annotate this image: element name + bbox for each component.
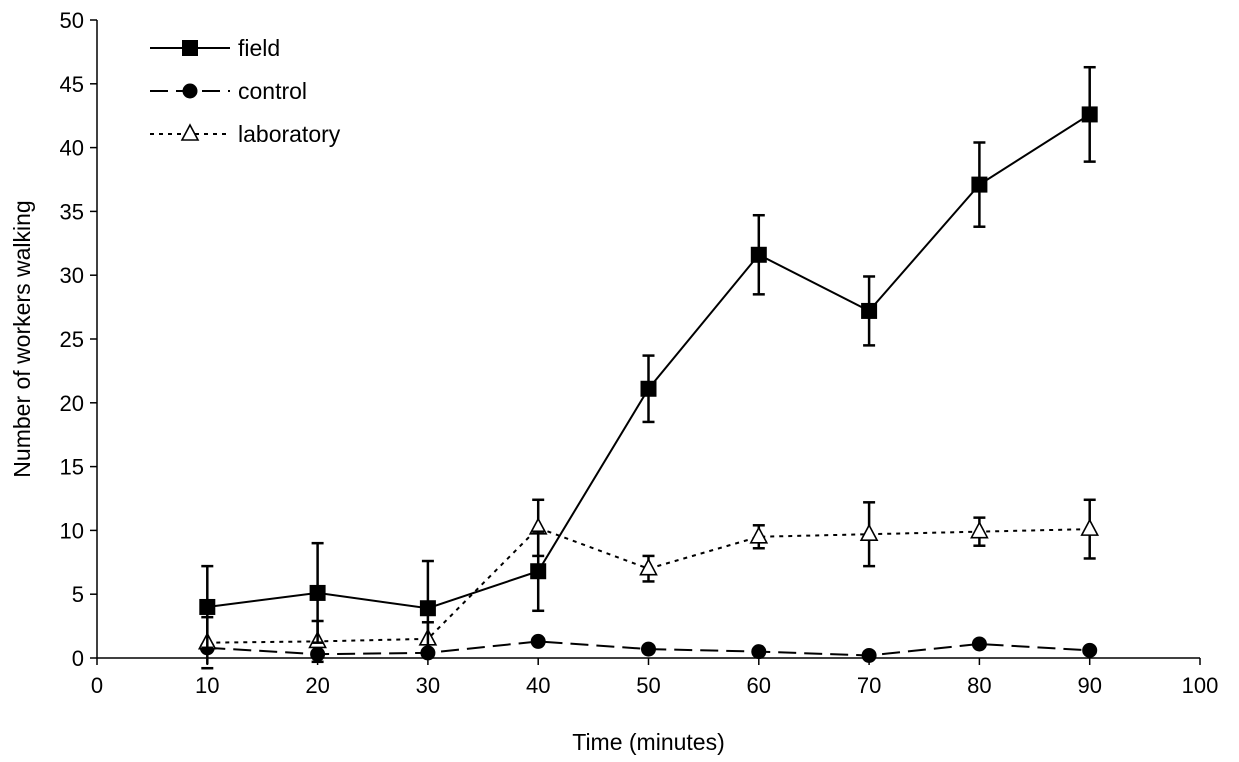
- data-point-field: [861, 302, 878, 319]
- data-point-control: [861, 647, 877, 663]
- x-tick-label: 50: [636, 673, 660, 698]
- y-tick-label: 15: [60, 455, 84, 480]
- data-point-field: [530, 563, 547, 580]
- y-tick-label: 35: [60, 199, 84, 224]
- legend-label: laboratory: [238, 121, 341, 147]
- ticks: 0 10 20 30 40 50 60 70 80 90 100 0 5 10 15 20 25 30 35 40 45…: [60, 8, 1219, 698]
- y-axis-title: Number of workers walking: [9, 200, 35, 477]
- data-point-laboratory: [970, 520, 989, 539]
- y-tick-label: 5: [72, 582, 84, 607]
- series-line-laboratory: [207, 526, 1090, 644]
- data-point-control: [530, 633, 546, 649]
- legend-label: field: [238, 35, 280, 61]
- data-point-field: [971, 176, 988, 193]
- data-point-field: [309, 584, 326, 601]
- y-tick-label: 25: [60, 327, 84, 352]
- y-tick-label: 50: [60, 8, 84, 33]
- plot-area: [197, 65, 1100, 670]
- y-tick-label: 0: [72, 646, 84, 671]
- legend-item-control: control: [150, 78, 307, 104]
- x-tick-label: 40: [526, 673, 550, 698]
- data-point-field: [419, 600, 436, 617]
- x-tick-label: 30: [416, 673, 440, 698]
- legend-item-laboratory: laboratory: [150, 121, 341, 147]
- y-tick-label: 10: [60, 518, 84, 543]
- x-tick-label: 10: [195, 673, 219, 698]
- legend: field control laboratory: [150, 35, 341, 147]
- x-tick-label: 70: [857, 673, 881, 698]
- legend-marker: [182, 40, 198, 56]
- data-point-field: [199, 598, 216, 615]
- data-point-laboratory: [859, 523, 879, 542]
- legend-marker: [182, 83, 198, 99]
- y-tick-label: 40: [60, 136, 84, 161]
- data-point-control: [971, 636, 987, 652]
- data-point-control: [641, 641, 656, 657]
- data-point-control: [751, 644, 767, 660]
- data-point-field: [1081, 106, 1098, 123]
- legend-item-field: field: [150, 35, 280, 61]
- data-point-laboratory: [749, 526, 769, 544]
- data-point-control: [1082, 642, 1098, 658]
- series-control: [199, 633, 1098, 663]
- x-tick-label: 0: [91, 673, 103, 698]
- data-point-laboratory: [1080, 518, 1100, 536]
- data-point-field: [750, 246, 767, 263]
- x-tick-label: 80: [967, 673, 991, 698]
- x-tick-label: 90: [1077, 673, 1101, 698]
- y-tick-label: 20: [60, 391, 84, 416]
- x-tick-label: 20: [305, 673, 329, 698]
- data-point-laboratory: [639, 557, 658, 576]
- legend-marker: [180, 123, 200, 141]
- x-tick-label: 60: [747, 673, 771, 698]
- y-tick-label: 45: [60, 72, 84, 97]
- x-axis-title: Time (minutes): [572, 729, 725, 755]
- data-point-field: [640, 380, 657, 397]
- legend-label: control: [238, 78, 307, 104]
- series-field: [199, 65, 1098, 657]
- y-tick-label: 30: [60, 263, 84, 288]
- x-tick-label: 100: [1182, 673, 1219, 698]
